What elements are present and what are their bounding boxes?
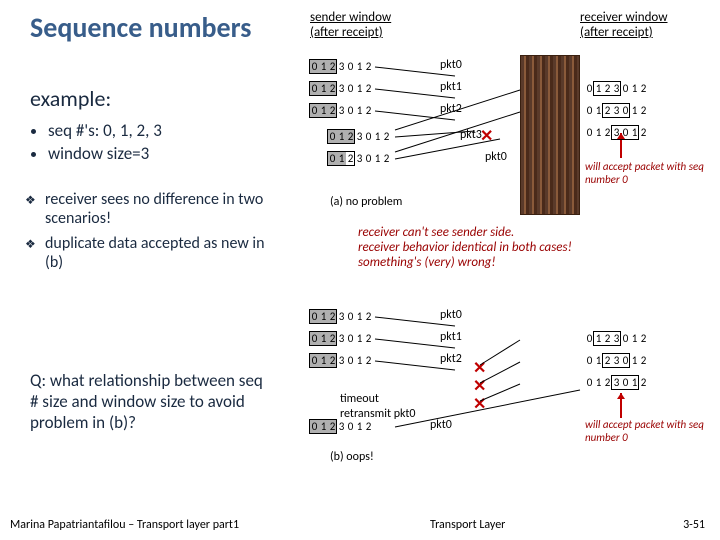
pkt-label: pkt0 bbox=[440, 58, 462, 72]
obs-2: duplicate data accepted as new in (b) bbox=[25, 234, 285, 272]
pkt-label: pkt2 bbox=[440, 102, 462, 116]
example-label: example: bbox=[30, 85, 111, 112]
example-bullets: seq #'s: 0, 1, 2, 3 window size=3 bbox=[30, 120, 162, 166]
pkt-label: pkt2 bbox=[440, 352, 462, 366]
receiver-window-header: receiver window (after receipt) bbox=[580, 10, 668, 40]
x-mark-icon: ✕ bbox=[473, 376, 486, 396]
observation-list: receiver sees no difference in two scena… bbox=[25, 190, 285, 278]
slide-title: Sequence numbers bbox=[30, 10, 251, 45]
bullet-window: window size=3 bbox=[48, 143, 162, 164]
accept-note-b: will accept packet with seq number 0 bbox=[585, 418, 715, 444]
footer-author: Marina Papatriantafilou – Transport laye… bbox=[10, 518, 239, 532]
x-mark-icon: ✕ bbox=[473, 394, 486, 414]
footer-chapter: Transport Layer bbox=[430, 518, 505, 532]
footer-page: 3-51 bbox=[683, 518, 705, 532]
timeout-label: timeout bbox=[340, 392, 379, 406]
retransmit-label: retransmit pkt0 bbox=[340, 407, 416, 421]
accept-note-a: will accept packet with seq number 0 bbox=[585, 160, 715, 186]
sender-window-header: sender window (after receipt) bbox=[310, 10, 391, 40]
x-mark-icon: ✕ bbox=[480, 126, 493, 146]
pkt-label: pkt1 bbox=[440, 80, 462, 94]
pkt-label: pkt0 bbox=[485, 150, 507, 164]
obs-1: receiver sees no difference in two scena… bbox=[25, 190, 285, 228]
pkt-label: pkt0 bbox=[440, 308, 462, 322]
receiver-cant-see: receiver can't see sender side. receiver… bbox=[358, 225, 688, 270]
x-mark-icon: ✕ bbox=[473, 358, 486, 378]
arrow-b bbox=[620, 393, 622, 418]
pkt-label: pkt1 bbox=[440, 330, 462, 344]
question-text: Q: what relationship between seq # size … bbox=[30, 370, 270, 433]
pkt-label: pkt0 bbox=[430, 418, 452, 432]
scenario-a-label: (a) no problem bbox=[330, 195, 402, 209]
pkt-label: pkt3 bbox=[460, 128, 482, 142]
bullet-seq: seq #'s: 0, 1, 2, 3 bbox=[48, 120, 162, 141]
scenario-b-label: (b) oops! bbox=[330, 450, 374, 464]
curtain-image bbox=[520, 55, 580, 215]
